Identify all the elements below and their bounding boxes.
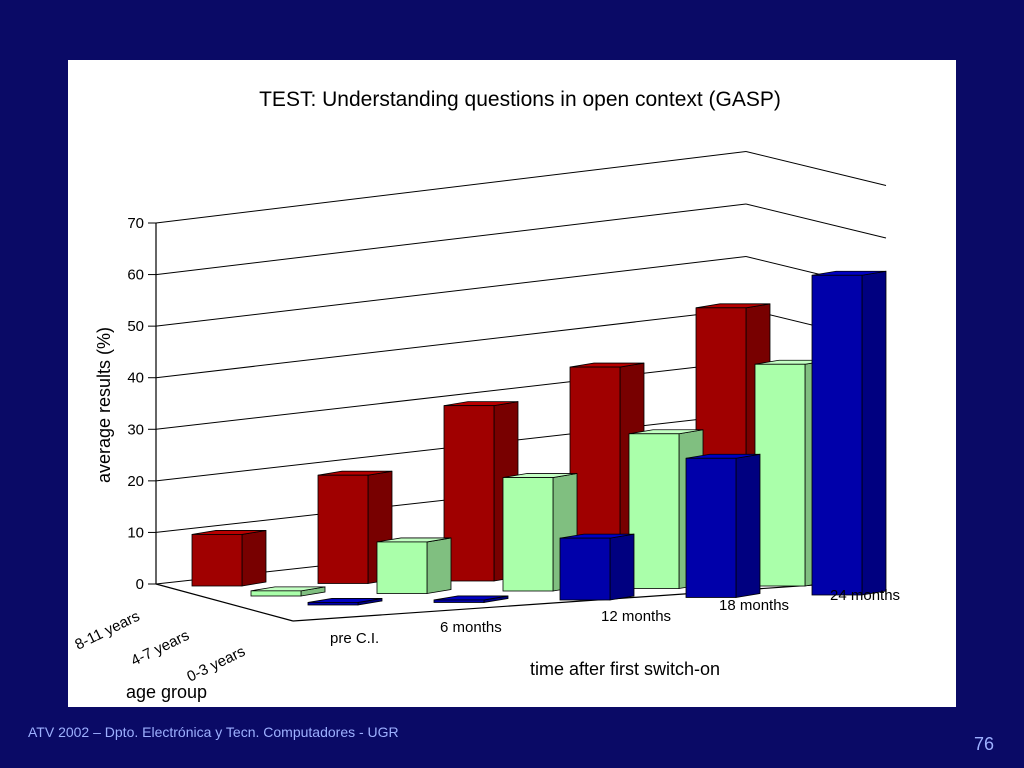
gridline-right (745, 151, 887, 186)
x-tick-label: 24 months (830, 587, 900, 604)
bar-front (433, 599, 485, 603)
gridline (155, 151, 747, 224)
x-axis-label: time after first switch-on (530, 659, 720, 679)
gridline (155, 361, 747, 430)
floor-edge-front (292, 579, 887, 622)
bar-chart-3d: 0 10 20 30 40 50 60 70 pre C.I. 6 months 12 months… (72, 88, 900, 702)
page-number: 76 (974, 734, 995, 754)
bar-front (191, 534, 243, 587)
bar-side (241, 529, 267, 587)
y-tick-label: 60 (127, 267, 144, 284)
x-tick-label: 12 months (601, 608, 671, 625)
chart-panel: 0 10 20 30 40 50 60 70 pre C.I. 6 months 12 months… (68, 60, 956, 707)
bar (250, 586, 326, 597)
depth-axis-label: age group (126, 682, 207, 702)
bar-front (754, 363, 806, 587)
bar-front (443, 405, 495, 582)
x-tick-label: 6 months (440, 619, 502, 636)
bar-front (502, 477, 554, 592)
bar (559, 533, 635, 601)
chart-title: TEST: Understanding questions in open co… (259, 88, 781, 111)
gridline (155, 256, 747, 327)
depth-tick-label: 0-3 years (184, 643, 248, 686)
y-tick-label: 50 (127, 318, 144, 335)
gridline (155, 308, 747, 379)
bar (191, 529, 267, 587)
bar-front (685, 457, 737, 598)
x-tick-label: pre C.I. (330, 630, 379, 647)
x-tick-label: 18 months (719, 597, 789, 614)
floor-edge-left (155, 583, 294, 622)
bar-front (250, 590, 302, 597)
bar (307, 597, 383, 606)
bar (811, 270, 887, 596)
bar-side (861, 270, 887, 596)
bar-front (628, 433, 680, 589)
bar-front (559, 537, 611, 601)
bars-layer (191, 270, 887, 606)
depth-tick-label: 4-7 years (128, 627, 192, 670)
y-tick-label: 70 (127, 215, 144, 232)
bar (317, 470, 393, 584)
bar-side (609, 533, 635, 601)
bar (433, 595, 509, 603)
gridline-right (745, 203, 887, 239)
slide-footer: ATV 2002 – Dpto. Electrónica y Tecn. Com… (28, 724, 399, 740)
bar-front (307, 602, 359, 606)
bar-side (735, 453, 761, 598)
bar-side (426, 537, 452, 594)
y-tick-label: 30 (127, 421, 144, 438)
bar-front (376, 541, 428, 594)
bar-front (811, 274, 863, 596)
bar (685, 453, 761, 598)
bar-front (317, 474, 369, 584)
gridline (155, 203, 747, 276)
y-tick-label: 10 (127, 524, 144, 541)
y-tick-label: 0 (136, 576, 144, 593)
y-axis-label: average results (%) (94, 327, 114, 483)
y-tick-label: 20 (127, 473, 144, 490)
depth-tick-label: 8-11 years (72, 608, 142, 654)
y-tick-label: 40 (127, 370, 144, 387)
bar (376, 537, 452, 594)
